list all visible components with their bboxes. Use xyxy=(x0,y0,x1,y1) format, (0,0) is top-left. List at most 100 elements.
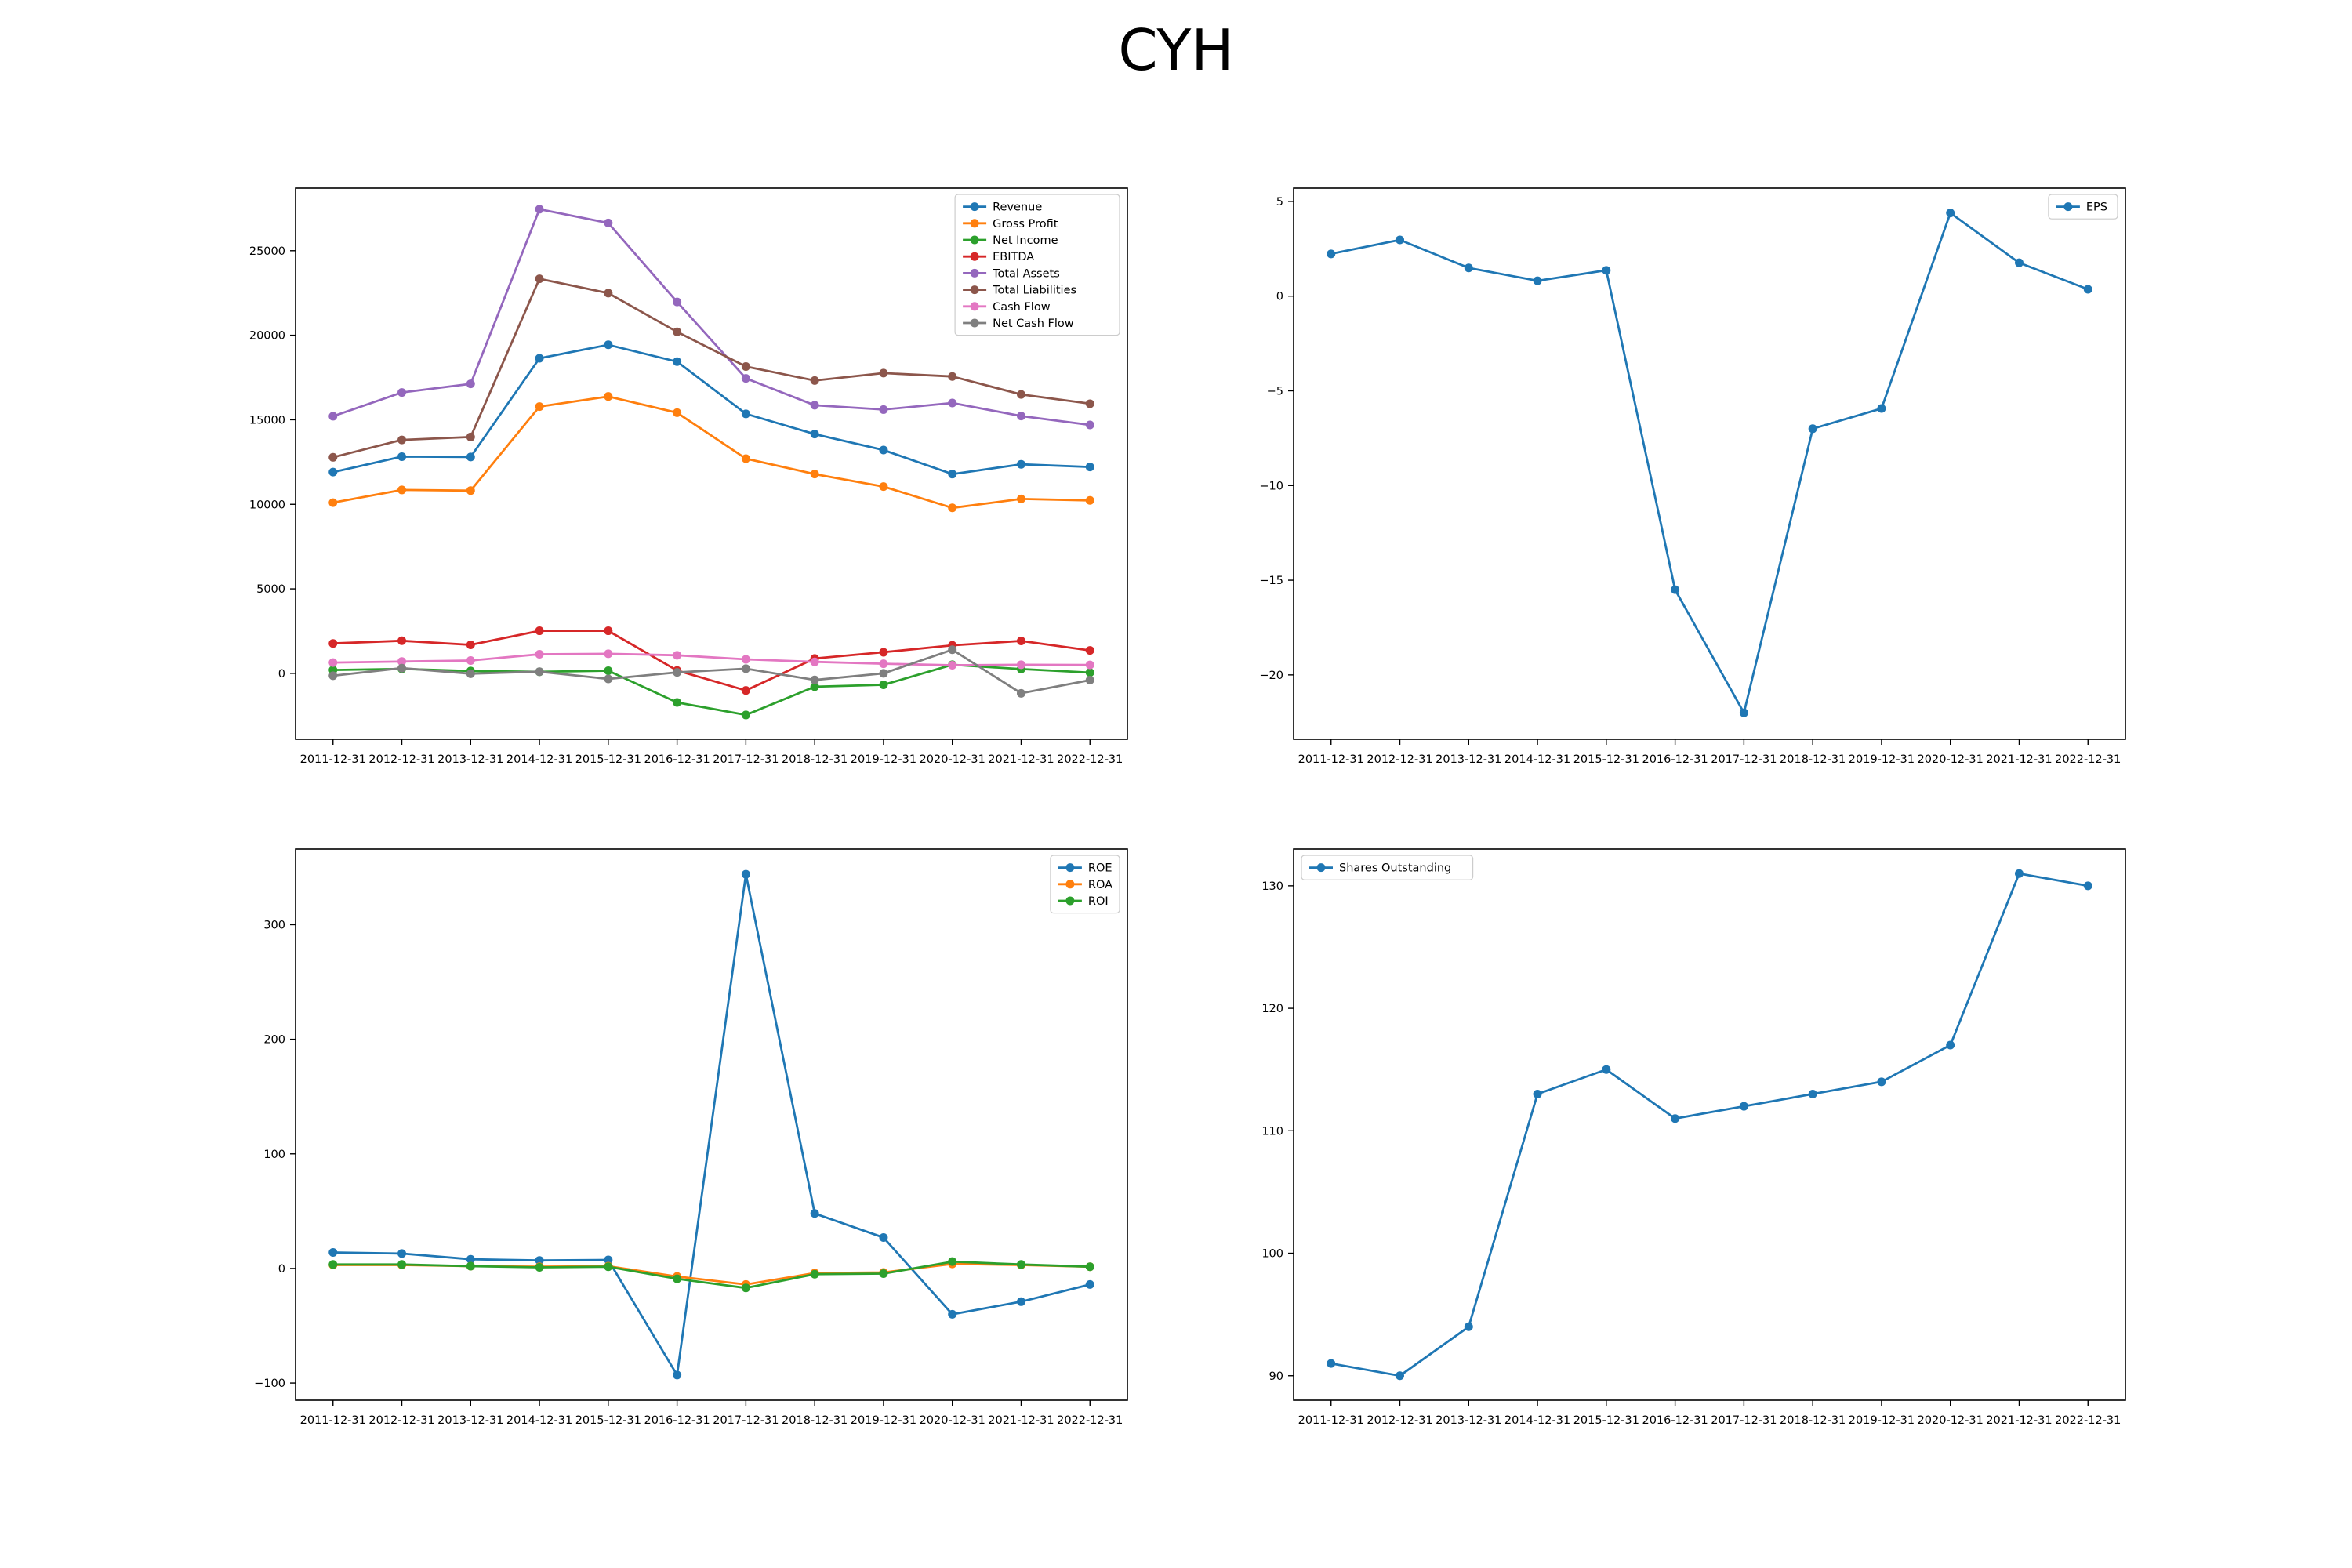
series-shares-outstanding xyxy=(1327,869,2092,1381)
x-tick-label: 2012-12-31 xyxy=(368,1414,434,1427)
data-point xyxy=(397,657,407,666)
data-point xyxy=(1739,1102,1748,1111)
legend-marker xyxy=(970,202,979,212)
y-tick-label: 90 xyxy=(1269,1370,1283,1383)
series-total-liabilities xyxy=(328,274,1094,462)
x-tick-label: 2019-12-31 xyxy=(1849,1414,1915,1427)
legend-label: Revenue xyxy=(993,201,1042,214)
legend-marker xyxy=(970,268,979,278)
data-point xyxy=(604,1262,613,1272)
series-line xyxy=(332,343,1091,476)
x-tick-label: 2014-12-31 xyxy=(506,1414,572,1427)
data-point xyxy=(810,657,819,666)
data-point xyxy=(810,1269,819,1279)
y-tick-label: 5 xyxy=(1276,196,1283,209)
data-point xyxy=(1946,1040,1955,1050)
series-gross-profit xyxy=(328,392,1094,513)
data-point xyxy=(1085,495,1094,505)
data-point xyxy=(741,664,750,673)
x-tick-label: 2015-12-31 xyxy=(575,753,641,766)
data-point xyxy=(948,398,957,408)
series-roi xyxy=(328,1257,1094,1293)
y-tick-label: 20000 xyxy=(249,330,285,343)
x-tick-label: 2016-12-31 xyxy=(644,1414,710,1427)
data-point xyxy=(741,869,750,879)
series-ebitda xyxy=(328,626,1094,695)
x-tick-label: 2016-12-31 xyxy=(1642,753,1708,766)
data-point xyxy=(810,470,819,479)
series-net-income xyxy=(328,660,1094,720)
x-tick-label: 2018-12-31 xyxy=(1780,753,1846,766)
data-point xyxy=(879,680,888,689)
data-point xyxy=(1464,263,1473,273)
x-tick-label: 2017-12-31 xyxy=(1711,1414,1777,1427)
data-point xyxy=(1327,1359,1336,1368)
x-tick-label: 2014-12-31 xyxy=(506,753,572,766)
data-point xyxy=(810,430,819,439)
legend-label: EPS xyxy=(2086,201,2107,214)
data-point xyxy=(397,452,407,461)
x-tick-label: 2016-12-31 xyxy=(1642,1414,1708,1427)
figure-title: CYH xyxy=(1118,17,1234,83)
data-point xyxy=(1016,1297,1025,1306)
data-point xyxy=(604,649,613,659)
data-point xyxy=(535,205,544,214)
x-tick-label: 2017-12-31 xyxy=(1711,753,1777,766)
data-point xyxy=(673,357,682,366)
data-point xyxy=(1533,1089,1542,1098)
data-point xyxy=(1085,1262,1094,1272)
data-point xyxy=(741,1283,750,1293)
x-tick-label: 2020-12-31 xyxy=(1918,1414,1984,1427)
data-point xyxy=(397,485,407,495)
y-tick-label: 100 xyxy=(1261,1248,1283,1261)
data-point xyxy=(879,659,888,669)
y-tick-label: 300 xyxy=(263,919,285,931)
data-point xyxy=(397,1260,407,1269)
x-tick-label: 2011-12-31 xyxy=(300,1414,366,1427)
data-point xyxy=(673,668,682,677)
data-point xyxy=(328,671,338,681)
data-point xyxy=(328,658,338,667)
data-point xyxy=(604,626,613,636)
data-point xyxy=(879,482,888,492)
data-point xyxy=(741,374,750,383)
data-point xyxy=(741,409,750,419)
x-tick-label: 2015-12-31 xyxy=(575,1414,641,1427)
y-tick-label: −10 xyxy=(1259,480,1283,492)
x-tick-label: 2013-12-31 xyxy=(1436,1414,1501,1427)
data-point xyxy=(397,663,407,673)
data-point xyxy=(466,379,475,389)
legend-label: ROI xyxy=(1088,895,1109,908)
data-point xyxy=(1016,459,1025,469)
legend-label: EBITDA xyxy=(993,251,1034,263)
legend-label: Net Cash Flow xyxy=(993,318,1074,330)
data-point xyxy=(1085,1279,1094,1289)
data-point xyxy=(604,674,613,684)
data-point xyxy=(879,1232,888,1242)
data-point xyxy=(328,1260,338,1269)
legend-label: Total Liabilities xyxy=(992,285,1076,297)
data-point xyxy=(1808,424,1817,434)
data-point xyxy=(466,656,475,666)
data-point xyxy=(810,1209,819,1218)
data-point xyxy=(1016,390,1025,399)
data-point xyxy=(466,452,475,462)
x-tick-label: 2011-12-31 xyxy=(1298,1414,1364,1427)
data-point xyxy=(2014,869,2024,878)
data-point xyxy=(948,470,957,479)
series-line xyxy=(332,1260,1091,1290)
data-point xyxy=(535,274,544,284)
x-tick-label: 2017-12-31 xyxy=(713,753,779,766)
series-revenue xyxy=(328,340,1094,479)
x-tick-label: 2014-12-31 xyxy=(1504,753,1570,766)
x-tick-label: 2019-12-31 xyxy=(1849,753,1915,766)
series-line xyxy=(332,873,1091,1377)
data-point xyxy=(1877,404,1886,413)
y-tick-label: 5000 xyxy=(256,583,285,596)
x-tick-label: 2014-12-31 xyxy=(1504,1414,1570,1427)
data-point xyxy=(604,289,613,298)
data-point xyxy=(1016,688,1025,698)
data-point xyxy=(810,675,819,684)
data-point xyxy=(1085,399,1094,408)
